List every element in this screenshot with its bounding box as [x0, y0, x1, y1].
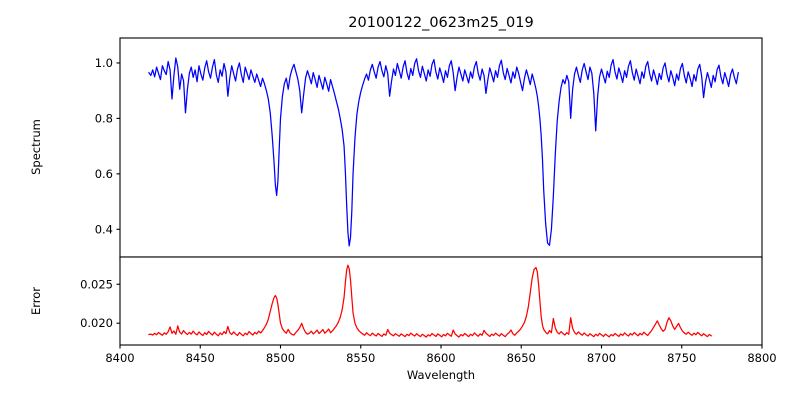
error-data-line: [148, 264, 712, 338]
xtick-label: 8550: [346, 351, 375, 365]
error-y-axis-label: Error: [29, 287, 43, 315]
error-plot-area: [120, 257, 762, 345]
spectrum-panel: 0.4 0.6 0.8 1.0 Spectrum: [29, 37, 763, 261]
error-tickmarks: [116, 283, 763, 349]
xtick-label: 8500: [266, 351, 295, 365]
xtick-label: 8450: [186, 351, 215, 365]
xtick-label: 8800: [747, 351, 776, 365]
spectrum-panel-ytick-label: 0.6: [95, 167, 113, 181]
error-xtick-labels: 8400 8450 8500 8550 8600 8650 8700 8750 8800: [105, 351, 776, 365]
xtick-label: 8650: [507, 351, 536, 365]
xtick-label: 8750: [667, 351, 696, 365]
spectrum-ytick-labels: 0.4 0.6 0.8 1.0: [95, 56, 113, 236]
error-panel-ytick-label: 0.020: [80, 316, 113, 330]
error-panel-ytick-label: 0.025: [80, 277, 113, 291]
error-axes-frame: [119, 256, 763, 346]
spectrum-panel-ytick-label: 1.0: [95, 56, 113, 70]
figure-title: 20100122_0623m25_019: [348, 15, 533, 31]
xtick-label: 8700: [587, 351, 616, 365]
spectrum-y-axis-label: Spectrum: [29, 119, 43, 175]
xtick-label: 8600: [426, 351, 455, 365]
spectrum-panel-ytick-label: 0.4: [95, 222, 113, 236]
x-axis-label: Wavelength: [407, 368, 475, 382]
spectrum-data-line: [148, 57, 739, 247]
xtick-label: 8400: [105, 351, 134, 365]
error-ytick-labels: 0.020 0.025: [80, 277, 113, 330]
spectrum-panel-ytick-label: 0.8: [95, 111, 113, 125]
